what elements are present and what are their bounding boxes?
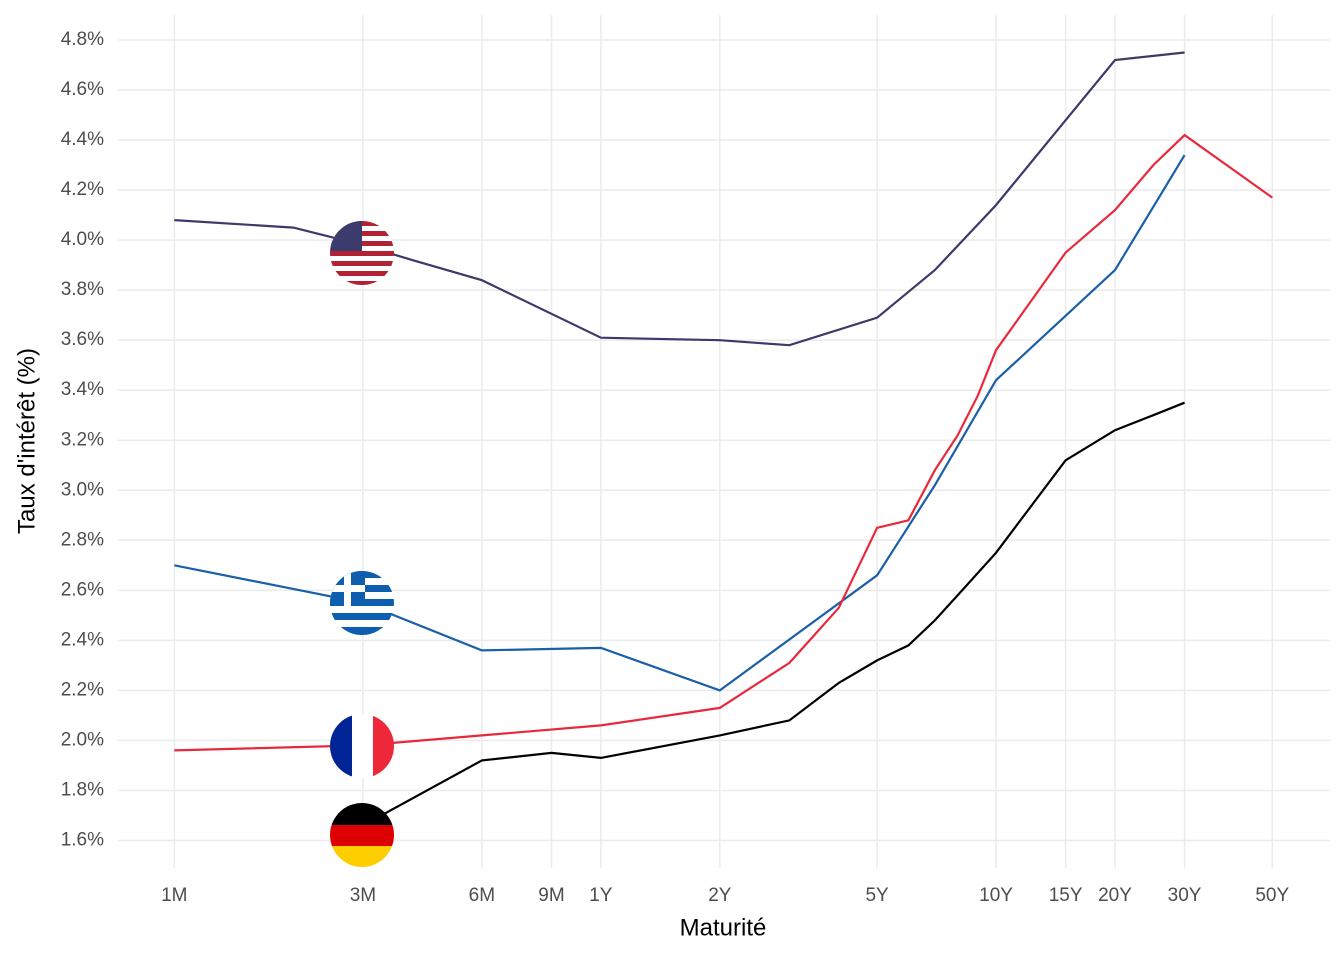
x-tick-label: 30Y xyxy=(1168,885,1202,906)
x-tick-label: 5Y xyxy=(865,885,889,906)
lines xyxy=(174,51,1273,827)
y-tick-label: 2.4% xyxy=(61,629,104,650)
y-tick-label: 2.8% xyxy=(61,529,104,550)
series-line xyxy=(174,154,1186,692)
x-tick-label: 3M xyxy=(350,885,376,906)
y-tick-label: 2.6% xyxy=(61,579,104,600)
x-tick-label: 2Y xyxy=(708,885,732,906)
flag-de xyxy=(330,803,394,867)
y-tick-label: 3.2% xyxy=(61,429,104,450)
y-tick-label: 3.8% xyxy=(61,279,104,300)
y-tick-label: 3.0% xyxy=(61,479,104,500)
x-tick-label: 1Y xyxy=(589,885,613,906)
y-tick-label: 4.2% xyxy=(61,179,104,200)
x-tick-label: 20Y xyxy=(1098,885,1132,906)
grid xyxy=(118,15,1330,868)
x-tick-label: 15Y xyxy=(1049,885,1083,906)
x-tick-label: 50Y xyxy=(1255,885,1289,906)
x-axis-title: Maturité xyxy=(680,914,767,941)
series-line xyxy=(362,401,1186,827)
x-tick-label: 1M xyxy=(161,885,187,906)
flag-us xyxy=(330,221,394,285)
series-line xyxy=(174,133,1273,752)
x-tick-label: 9M xyxy=(538,885,564,906)
x-tick-label: 10Y xyxy=(979,885,1013,906)
y-tick-label: 1.8% xyxy=(61,779,104,800)
y-tick-label: 2.0% xyxy=(61,729,104,750)
y-tick-label: 1.6% xyxy=(61,829,104,850)
y-tick-label: 3.4% xyxy=(61,379,104,400)
x-tick-label: 6M xyxy=(469,885,495,906)
flags xyxy=(330,221,394,867)
y-tick-label: 4.6% xyxy=(61,79,104,100)
y-tick-label: 2.2% xyxy=(61,679,104,700)
y-axis-title: Taux d'intérêt (%) xyxy=(13,348,40,534)
flag-fr xyxy=(330,714,394,778)
y-tick-label: 4.0% xyxy=(61,229,104,250)
series-line xyxy=(174,51,1185,347)
y-tick-label: 4.4% xyxy=(61,129,104,150)
y-tick-label: 3.6% xyxy=(61,329,104,350)
y-tick-label: 4.8% xyxy=(61,29,104,50)
flag-gr xyxy=(330,571,394,635)
